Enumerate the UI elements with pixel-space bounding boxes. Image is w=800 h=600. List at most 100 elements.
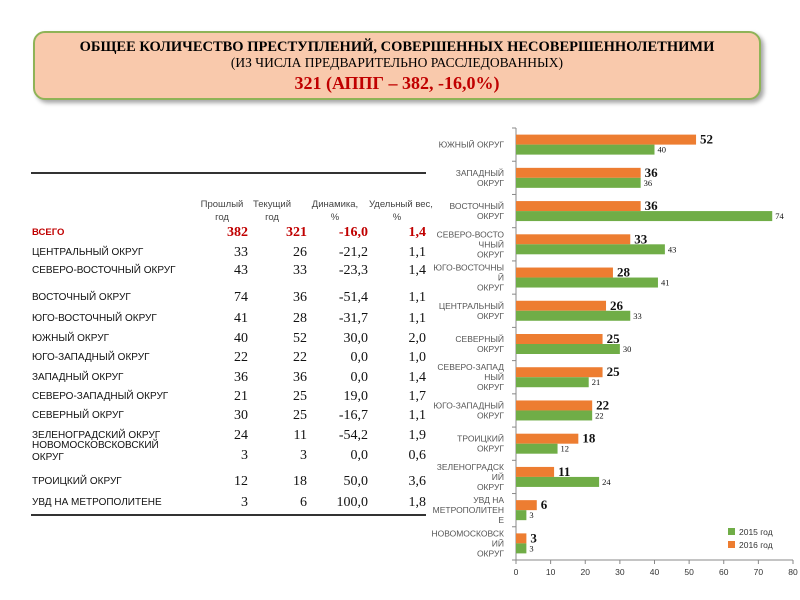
bar-2016 (516, 300, 607, 311)
share-cell: 1,4 (408, 263, 427, 278)
column-header: Прошлый год (200, 199, 244, 223)
title-box: ОБЩЕЕ КОЛИЧЕСТВО ПРЕСТУПЛЕНИЙ, СОВЕРШЕНН… (33, 31, 761, 100)
share-cell: 1,1 (408, 245, 427, 260)
category-label: УВД НА МЕТРОПОЛИТЕН Е (433, 495, 505, 525)
bar-2016 (516, 433, 579, 444)
bar-2015 (516, 211, 773, 222)
value-label-2015: 36 (644, 178, 653, 188)
district-label: ВОСТОЧНЫЙ ОКРУГ (32, 292, 131, 303)
crime-table: Прошлый год Текущий год Динамика, % Удельны… (31, 172, 433, 516)
value-label-2015: 12 (561, 444, 570, 454)
dynamics-cell: 19,0 (343, 389, 369, 404)
bar-2016 (516, 466, 555, 477)
current-year-cell: 22 (293, 350, 307, 365)
value-label-2016: 11 (558, 464, 570, 479)
value-label-2016: 22 (596, 397, 609, 412)
bar-2015 (516, 144, 655, 155)
value-label-2015: 21 (592, 377, 601, 387)
category-label: НОВОМОСКОВСК ИЙ ОКРУГ (431, 528, 504, 558)
current-year-cell: 321 (286, 225, 307, 240)
bar-2016 (516, 234, 631, 245)
table-bottom-rule (31, 514, 426, 516)
x-tick-label: 40 (650, 567, 660, 577)
bar-2016 (516, 167, 641, 178)
category-label: ЦЕНТРАЛЬНЫЙ ОКРУГ (439, 300, 505, 321)
district-label: ЮГО-ЗАПАДНЫЙ ОКРУГ (32, 352, 150, 363)
prev-year-cell: 3 (241, 495, 248, 510)
value-label-2015: 24 (602, 477, 611, 487)
legend-label: 2015 год (739, 527, 773, 537)
x-tick-label: 70 (754, 567, 764, 577)
value-label-2016: 28 (617, 265, 631, 280)
value-label-2016: 3 (530, 530, 537, 545)
value-label-2015: 41 (661, 278, 670, 288)
dynamics-cell: -21,2 (338, 245, 368, 260)
value-label-2016: 36 (645, 198, 659, 213)
legend-label: 2016 год (739, 540, 773, 550)
prev-year-cell: 40 (234, 331, 248, 346)
dynamics-cell: 100,0 (336, 495, 369, 510)
x-tick-label: 60 (719, 567, 729, 577)
category-label: ЗЕЛЕНОГРАДСК ИЙ ОКРУГ (437, 462, 505, 492)
bar-2016 (516, 367, 603, 378)
current-year-cell: 52 (293, 331, 307, 346)
prev-year-cell: 21 (234, 389, 248, 404)
district-label: НОВОМОСКОВСКОВСКИЙ ОКРУГ (32, 440, 159, 463)
prev-year-cell: 41 (234, 311, 248, 326)
share-cell: 1,4 (408, 370, 427, 385)
current-year-cell: 6 (300, 495, 307, 510)
category-label: ТРОИЦКИЙ ОКРУГ (457, 433, 504, 454)
value-label-2016: 26 (610, 298, 624, 313)
bar-2016 (516, 334, 603, 344)
prev-year-cell: 382 (227, 225, 248, 240)
bar-2016 (516, 267, 613, 278)
district-label: ЗЕЛЕНОГРАДСКИЙ ОКРУГ (32, 430, 161, 441)
value-label-2016: 6 (541, 497, 548, 512)
district-label: ЮГО-ВОСТОЧНЫЙ ОКРУГ (32, 313, 157, 324)
current-year-cell: 3 (300, 448, 307, 463)
current-year-cell: 36 (293, 370, 307, 385)
share-cell: 1,7 (408, 389, 427, 404)
category-label: СЕВЕРНЫЙ ОКРУГ (455, 333, 504, 354)
value-label-2015: 40 (658, 145, 667, 155)
category-label: ЗАПАДНЫЙ ОКРУГ (456, 167, 505, 188)
x-tick-label: 20 (581, 567, 591, 577)
prev-year-cell: 24 (234, 428, 248, 443)
share-cell: 1,1 (408, 290, 427, 305)
value-label-2015: 43 (668, 244, 677, 254)
x-tick-label: 0 (514, 567, 519, 577)
value-label-2015: 3 (529, 543, 533, 553)
bar-2015 (516, 277, 658, 288)
prev-year-cell: 43 (234, 263, 248, 278)
value-label-2016: 36 (645, 165, 659, 180)
share-cell: 1,8 (408, 495, 427, 510)
title-line-2: (ИЗ ЧИСЛА ПРЕДВАРИТЕЛЬНО РАССЛЕДОВАННЫХ) (230, 55, 564, 70)
bar-2016 (516, 201, 641, 212)
x-tick-label: 10 (546, 567, 556, 577)
category-label: СЕВЕРО-ВОСТО ЧНЫЙ ОКРУГ (437, 229, 505, 259)
district-label: УВД НА МЕТРОПОЛИТЕНЕ (32, 497, 162, 508)
share-cell: 1,4 (408, 225, 427, 240)
share-cell: 0,6 (408, 448, 427, 463)
current-year-cell: 11 (293, 428, 307, 443)
share-cell: 3,6 (408, 474, 427, 489)
bar-2015 (516, 177, 641, 188)
x-tick-label: 50 (684, 567, 694, 577)
x-tick-label: 30 (615, 567, 625, 577)
district-label: ТРОИЦКИЙ ОКРУГ (32, 476, 122, 487)
value-label-2016: 25 (607, 364, 621, 379)
current-year-cell: 26 (293, 245, 307, 260)
share-cell: 1,1 (408, 311, 427, 326)
bar-2016 (516, 134, 697, 145)
value-label-2015: 3 (529, 510, 533, 520)
dynamics-cell: -31,7 (338, 311, 368, 326)
district-label: ЗАПАДНЫЙ ОКРУГ (32, 372, 124, 383)
value-label-2015: 30 (623, 344, 632, 354)
share-cell: 1,9 (408, 428, 427, 443)
bar-2015 (516, 443, 558, 454)
prev-year-cell: 33 (234, 245, 248, 260)
bar-2015 (516, 410, 593, 421)
dynamics-cell: 0,0 (350, 350, 369, 365)
value-label-2016: 52 (700, 132, 713, 147)
